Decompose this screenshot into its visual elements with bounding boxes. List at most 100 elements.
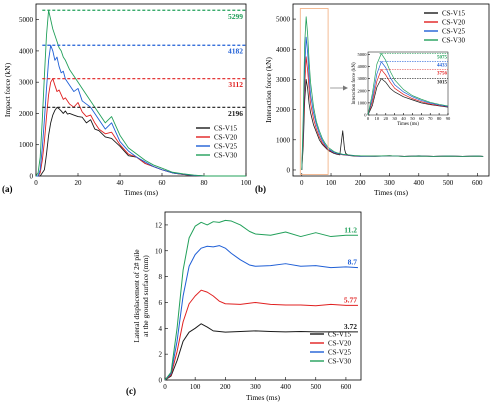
b-y-tick-label: 2000 — [276, 106, 291, 114]
a-y-tick-label: 5000 — [19, 16, 34, 24]
c-series-line-cs-v20 — [164, 289, 358, 381]
b-inset-y-tick-label: 1000 — [358, 100, 368, 105]
b-inset-peak-label-cs-v15: 3015 — [437, 80, 448, 85]
c-y-tick-label: 4 — [159, 325, 163, 333]
b-x-tick-label: 300 — [384, 179, 395, 187]
a-legend-label: CS-V30 — [214, 152, 237, 160]
a-x-tick-label: 40 — [117, 179, 125, 187]
b-inset-peak-label-cs-v25: 4433 — [437, 63, 448, 68]
b-inset-peak-label-cs-v30: 5075 — [437, 56, 448, 61]
b-inset-y-tick-label: 0 — [364, 113, 367, 118]
b-x-tick-label: 200 — [355, 179, 366, 187]
a-peak-label-cs-v20: 3112 — [228, 80, 243, 89]
a-y-tick-label: 4000 — [19, 47, 34, 55]
b-inset-series-line-cs-v25 — [367, 61, 449, 116]
b-zoom-highlight-box — [299, 8, 329, 175]
b-inset-series-line-cs-v30 — [367, 53, 449, 116]
c-legend-label: CS-V25 — [328, 349, 351, 357]
c-x-tick-label: 200 — [220, 383, 231, 391]
c-panel-label: (c) — [126, 386, 136, 396]
b-inset-x-tick-label: 70 — [428, 116, 433, 121]
b-y-tick-label: 1000 — [276, 136, 291, 144]
a-y-tick-label: 0 — [30, 173, 34, 181]
c-y-tick-label: 2 — [159, 351, 163, 359]
panel-b-interaction-force: 0 100 200 300 400 500 600010002000300040005000… — [255, 3, 490, 197]
b-x-tick-label: 500 — [443, 179, 454, 187]
c-y-axis-label-line-2: at the ground surface (mm) — [141, 255, 150, 337]
b-legend-label: CS-V15 — [442, 10, 465, 18]
c-x-axis-label: Times (ms) — [246, 393, 281, 402]
a-legend-label: CS-V20 — [214, 134, 237, 142]
b-inset-x-tick-label: 50 — [410, 116, 415, 121]
c-y-tick-label: 10 — [155, 247, 163, 255]
a-x-axis-label: Times (ms) — [124, 188, 159, 197]
c-y-tick-label: 8 — [159, 273, 163, 281]
b-x-axis-label: Times (ms) — [374, 188, 409, 197]
c-x-tick-label: 100 — [190, 383, 201, 391]
b-inset-series-line-cs-v20 — [367, 69, 449, 116]
b-panel-label: (b) — [255, 184, 266, 194]
b-y-tick-label: 5000 — [276, 16, 291, 24]
a-peak-label-cs-v25: 4182 — [228, 47, 243, 56]
c-final-label-cs-v15: 3.72 — [344, 322, 357, 331]
b-inset-y-tick-label: 2000 — [358, 88, 368, 93]
a-series-line-cs-v25 — [36, 44, 246, 177]
b-inset-peak-label-cs-v20: 3756 — [437, 71, 448, 76]
a-axes-frame — [35, 3, 247, 177]
b-inset-x-axis-label: Times (ms) — [397, 122, 419, 127]
b-inset-x-tick-label: 0 — [367, 116, 370, 121]
a-y-axis-label: Impact force (kN) — [3, 62, 12, 117]
b-legend-label: CS-V30 — [442, 37, 465, 45]
c-final-label-cs-v30: 11.2 — [344, 225, 357, 234]
c-x-tick-label: 0 — [163, 383, 167, 391]
c-y-axis-label-line-1: Lateral displacement of 2# pile — [132, 249, 141, 343]
a-y-tick-label: 3000 — [19, 79, 34, 87]
b-y-tick-label: 3000 — [276, 76, 291, 84]
c-legend-label: CS-V15 — [328, 331, 351, 339]
b-inset-x-tick-label: 40 — [401, 116, 406, 121]
b-y-axis-label: Interaction force (kN) — [264, 57, 273, 123]
b-series-line-cs-v30 — [301, 16, 484, 170]
c-x-tick-label: 300 — [250, 383, 261, 391]
panel-c-lateral-displacement: 0 100 200 300 400 500 600 0 2 4 6 8 10 12 3.72 5.77 8.7 1… — [126, 211, 362, 402]
b-inset-x-tick-label: 10 — [375, 116, 380, 121]
c-series-line-cs-v15 — [164, 323, 358, 381]
b-inset-series-line-cs-v15 — [367, 78, 449, 116]
c-series-line-cs-v30 — [164, 219, 358, 381]
c-final-label-cs-v20: 5.77 — [344, 295, 357, 304]
a-panel-label: (a) — [2, 184, 13, 194]
b-inset-x-tick-label: 20 — [384, 116, 389, 121]
a-y-tick-label: 1000 — [19, 141, 34, 149]
c-series-line-cs-v25 — [164, 245, 359, 381]
c-y-tick-label: 12 — [155, 221, 163, 229]
b-x-tick-label: 400 — [414, 179, 425, 187]
b-y-tick-label: 4000 — [276, 46, 291, 54]
b-inset-y-tick-label: 5000 — [358, 52, 368, 57]
b-inset-x-tick-label: 30 — [392, 116, 397, 121]
a-x-tick-label: 80 — [201, 179, 209, 187]
c-legend-label: CS-V30 — [328, 358, 351, 366]
c-final-label-cs-v25: 8.7 — [348, 258, 358, 267]
a-legend-label: CS-V15 — [214, 125, 237, 133]
c-legend-label: CS-V20 — [328, 340, 351, 348]
a-x-tick-label: 60 — [159, 179, 167, 187]
b-legend-label: CS-V20 — [442, 19, 465, 27]
a-peak-label-cs-v30: 5299 — [228, 12, 243, 21]
b-inset: 0 10 20 30 40 50 60 70 80 90010002000300040005000… — [352, 51, 451, 127]
b-x-tick-label: 600 — [472, 179, 483, 187]
c-y-tick-label: 0 — [159, 377, 163, 385]
a-x-tick-label: 0 — [34, 179, 38, 187]
a-x-tick-label: 20 — [75, 179, 83, 187]
c-x-tick-label: 600 — [341, 383, 352, 391]
b-inset-x-tick-label: 80 — [437, 116, 442, 121]
b-inset-y-axis-label: Interaction force (kN) — [352, 62, 357, 104]
a-peak-label-cs-v15: 2196 — [228, 109, 243, 118]
c-axes-frame — [164, 211, 362, 381]
b-y-tick-label: 0 — [287, 166, 291, 174]
c-y-tick-label: 6 — [159, 299, 163, 307]
b-inset-y-tick-label: 4000 — [358, 64, 368, 69]
